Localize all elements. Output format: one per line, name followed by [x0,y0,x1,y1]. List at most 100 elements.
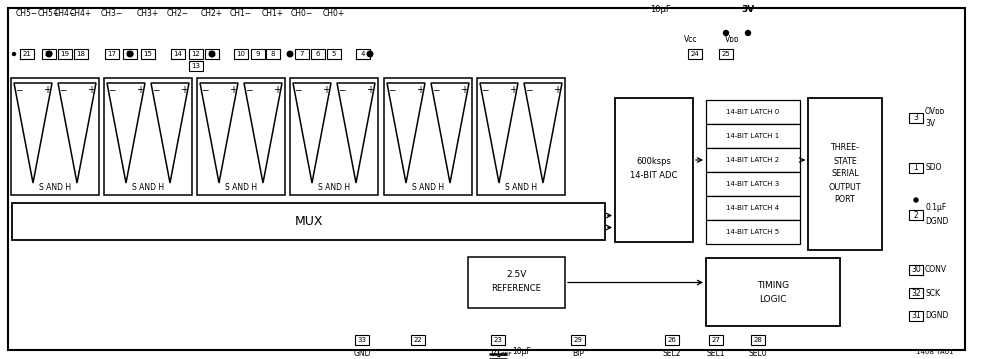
Text: S AND H: S AND H [39,183,71,192]
Text: 10μF: 10μF [650,5,670,14]
Text: 1408 TA01: 1408 TA01 [916,349,954,355]
Bar [468,257,565,308]
Text: SEL2: SEL2 [663,349,681,358]
Text: Vᴅᴅ: Vᴅᴅ [725,36,739,45]
Text: −: − [388,85,396,94]
Text: 14-BIT LATCH 5: 14-BIT LATCH 5 [726,229,780,235]
Bar [909,288,923,298]
Text: CH2+: CH2+ [201,9,223,18]
Bar [571,335,585,345]
Bar [11,78,99,195]
Text: LOGIC: LOGIC [759,294,787,303]
Text: 4: 4 [361,51,365,57]
Text: 14-BIT LATCH 4: 14-BIT LATCH 4 [726,205,780,211]
Bar [808,98,882,250]
Text: 600ksps: 600ksps [637,158,671,167]
Bar [384,78,472,195]
Text: +: + [366,85,374,95]
Bar [105,49,119,59]
Text: +: + [180,85,188,95]
Bar [205,49,219,59]
Text: 14-BIT LATCH 3: 14-BIT LATCH 3 [726,181,780,187]
Circle shape [724,31,728,36]
Text: 13: 13 [192,63,200,69]
Text: OVᴅᴅ: OVᴅᴅ [925,107,945,116]
Text: CH4+: CH4+ [70,9,92,18]
Text: 10μF: 10μF [512,346,531,355]
Text: CH1+: CH1+ [262,9,284,18]
Text: CONV: CONV [925,266,947,275]
Text: 16: 16 [126,51,134,57]
Text: 30: 30 [911,266,921,275]
Text: CH5+: CH5+ [38,9,60,18]
Bar [706,148,800,172]
Text: 17: 17 [108,51,116,57]
Text: 3V: 3V [925,118,935,127]
Text: 5: 5 [332,51,336,57]
Text: SEL1: SEL1 [707,349,725,358]
Text: 21: 21 [23,51,31,57]
Bar [909,163,923,173]
Text: PORT: PORT [835,196,855,205]
Text: SERIAL: SERIAL [831,169,859,178]
Text: 25: 25 [722,51,730,57]
Bar [909,265,923,275]
Text: STATE: STATE [833,157,857,165]
Text: 7: 7 [300,51,304,57]
Text: +: + [553,85,561,95]
Text: CH3−: CH3− [101,9,123,18]
Circle shape [746,31,750,36]
Bar [311,49,325,59]
Text: 15: 15 [144,51,152,57]
Text: 2: 2 [914,210,918,219]
Text: 14: 14 [174,51,182,57]
Bar [189,49,203,59]
Text: +: + [416,85,424,95]
Text: SCK: SCK [925,289,940,298]
Text: +: + [229,85,237,95]
Text: +: + [273,85,281,95]
Bar [909,113,923,123]
Text: S AND H: S AND H [412,183,444,192]
Text: 26: 26 [668,337,676,343]
Bar [104,78,192,195]
Text: 0.1μF: 0.1μF [925,202,946,211]
Text: −: − [432,85,440,94]
Text: 33: 33 [358,337,366,343]
Text: S AND H: S AND H [132,183,164,192]
Text: THREE-: THREE- [830,144,860,153]
Text: 3V: 3V [741,5,755,14]
Text: DGND: DGND [925,218,948,227]
Text: CH5−: CH5− [16,9,38,18]
Text: CH1−: CH1− [230,9,252,18]
Bar [141,49,155,59]
Text: +: + [87,85,95,95]
Text: REF: REF [500,353,512,358]
Bar [909,210,923,220]
Text: 8: 8 [271,51,275,57]
Text: −: − [525,85,533,94]
Bar [909,311,923,321]
Text: −: − [108,85,116,94]
Bar [189,61,203,71]
Text: −: − [245,85,253,94]
Text: 20: 20 [45,51,53,57]
Text: S AND H: S AND H [318,183,350,192]
Text: 6: 6 [316,51,320,57]
Text: −: − [294,85,302,94]
Bar [706,258,840,326]
Circle shape [46,51,52,57]
Text: SEL0: SEL0 [749,349,767,358]
Bar [74,49,88,59]
Circle shape [287,51,293,57]
Text: +: + [322,85,330,95]
Bar [477,78,565,195]
Text: 1: 1 [914,163,918,173]
Bar [706,100,800,124]
Text: TIMING: TIMING [757,280,789,289]
Text: +: + [43,85,51,95]
Text: 11: 11 [208,51,216,57]
Bar [12,203,605,240]
Text: 28: 28 [754,337,762,343]
Bar [20,49,34,59]
